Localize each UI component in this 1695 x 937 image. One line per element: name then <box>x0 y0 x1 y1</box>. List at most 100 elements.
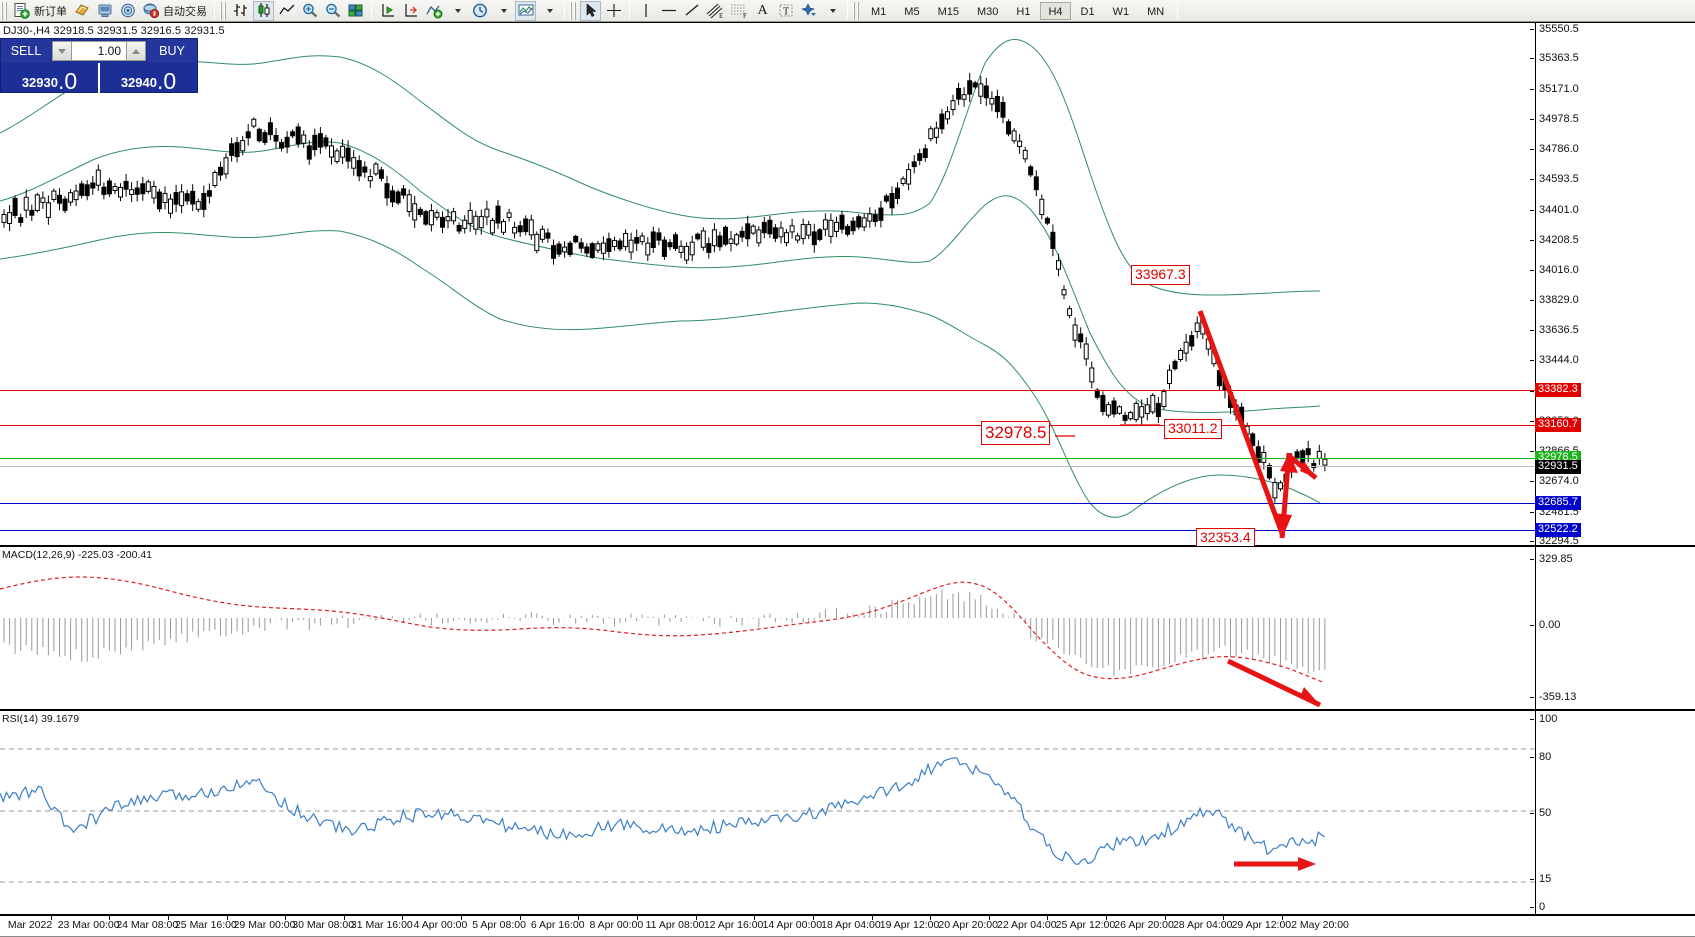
annotation-32978[interactable]: 32978.5 <box>981 421 1051 445</box>
target-line-32522[interactable] <box>0 530 1535 531</box>
drawing-toolbar-grip[interactable] <box>570 1 577 20</box>
timeframe-m15[interactable]: M15 <box>937 5 959 18</box>
text-label-tool-icon[interactable]: T <box>775 1 796 21</box>
price-badge-resistance[interactable]: 33382.3 <box>1535 383 1581 397</box>
trendline-icon[interactable] <box>681 1 702 21</box>
price-badge-resistance[interactable]: 33160.7 <box>1535 418 1581 432</box>
candlestick-chart-icon[interactable] <box>253 0 274 21</box>
auto-scroll-icon[interactable] <box>400 1 421 21</box>
timeframe-h4[interactable]: H4 <box>1040 1 1071 20</box>
shift-chart-icon[interactable] <box>377 1 398 21</box>
rsi-plot-area[interactable] <box>0 711 1695 914</box>
resistance-line-33382[interactable] <box>0 390 1535 391</box>
autotrading-icon[interactable] <box>140 1 161 21</box>
y-axis-tick: 34208.5 <box>1539 234 1579 247</box>
cursor-icon[interactable] <box>580 0 601 21</box>
templates-icon[interactable] <box>515 0 536 21</box>
price-badge-last-price[interactable]: 32931.5 <box>1535 460 1581 474</box>
zoom-in-icon[interactable] <box>299 1 320 21</box>
macd-y-axis[interactable]: 329.85 0.00 -359.13 <box>1530 547 1695 709</box>
time-axis-label: 30 Mar 08:00 <box>292 919 355 931</box>
one-click-trade-panel[interactable]: SELL 1.00 BUY 32930 .0 32940 .0 <box>0 38 198 93</box>
y-axis-tick: 50 <box>1539 807 1552 819</box>
svg-text:T: T <box>782 7 788 18</box>
indicators-dropdown-arrow[interactable] <box>446 1 467 21</box>
crosshair-icon[interactable] <box>603 1 624 21</box>
timeframe-m5[interactable]: M5 <box>904 5 920 18</box>
target-line-32685[interactable] <box>0 503 1535 504</box>
sell-button[interactable]: SELL <box>1 39 51 63</box>
zoom-out-icon[interactable] <box>322 1 343 21</box>
time-axis-tick <box>402 916 404 920</box>
toolbar-separator-5 <box>847 2 848 19</box>
fibonacci-retracement-icon[interactable]: F <box>728 1 750 21</box>
macd-axis-separator <box>1535 547 1536 709</box>
y-axis-tick: 35550.5 <box>1539 23 1579 35</box>
price-badge-target[interactable]: 32522.2 <box>1535 523 1581 537</box>
resistance-line-33160[interactable] <box>0 425 1535 426</box>
volume-stepper[interactable]: 1.00 <box>52 41 146 61</box>
price-y-axis[interactable]: 35550.5 35363.5 35171.0 34978.5 34786.0 34593… <box>1530 23 1695 547</box>
indicators-icon[interactable] <box>423 1 444 21</box>
buy-button[interactable]: BUY <box>147 39 197 63</box>
period-clock-icon[interactable] <box>469 1 490 21</box>
chevron-up-icon <box>132 48 140 54</box>
volume-input[interactable]: 1.00 <box>72 41 126 61</box>
y-axis-tick: 15 <box>1539 872 1552 885</box>
price-plot-area[interactable] <box>0 23 1695 545</box>
annotation-33967[interactable]: 33967.3 <box>1131 265 1190 285</box>
macd-plot-area[interactable] <box>0 547 1695 709</box>
timeframe-toolbar-grip[interactable] <box>853 1 860 20</box>
volume-increase-button[interactable] <box>126 41 146 61</box>
y-axis-tick-mark <box>1530 541 1534 542</box>
time-axis-tick <box>50 916 52 920</box>
timeframe-h1[interactable]: H1 <box>1016 5 1031 18</box>
vertical-line-icon[interactable] <box>635 1 656 21</box>
time-axis-tick <box>812 916 814 920</box>
line-chart-icon[interactable] <box>276 1 297 21</box>
toolbar-grip[interactable] <box>1 1 8 20</box>
y-axis-tick: 32294.5 <box>1539 535 1579 547</box>
time-axis-tick <box>519 916 521 920</box>
rsi-pane[interactable]: RSI(14) 39.1679 100 80 50 15 0 <box>0 710 1695 915</box>
timeframe-m1[interactable]: M1 <box>871 5 887 18</box>
price-chart-pane[interactable]: 33967.3 33011.2 32978.5 32353.4 35550.5 3… <box>0 22 1695 548</box>
support-line-32978[interactable] <box>0 458 1535 459</box>
expert-advisors-icon[interactable] <box>71 1 92 21</box>
timeframe-w1[interactable]: W1 <box>1112 5 1130 18</box>
horizontal-line-icon[interactable] <box>658 1 679 21</box>
volume-decrease-button[interactable] <box>52 41 72 61</box>
new-order-label[interactable]: 新订单 <box>34 5 67 18</box>
time-axis-tick <box>285 916 287 920</box>
macd-pane[interactable]: MACD(12,26,9) -225.03 -200.41 329.85 0.00… <box>0 546 1695 710</box>
bid-price[interactable]: 32930 .0 <box>1 63 98 93</box>
rsi-forecast-arrow <box>1234 857 1316 871</box>
arrows-dropdown-arrow[interactable] <box>821 1 842 21</box>
chart-toolbar-grip[interactable] <box>220 1 227 20</box>
signals-icon[interactable] <box>117 1 138 21</box>
price-badge-target[interactable]: 32685.7 <box>1535 496 1581 510</box>
new-order-icon[interactable] <box>11 1 32 21</box>
text-tool-icon[interactable]: A <box>752 1 773 21</box>
time-axis-label: 8 Apr 00:00 <box>589 919 644 931</box>
bar-chart-icon[interactable] <box>230 1 251 21</box>
annotation-32353[interactable]: 32353.4 <box>1196 528 1255 548</box>
time-axis[interactable]: Mar 2022 23 Mar 00:00 24 Mar 08:00 25 Mar 1… <box>0 915 1695 937</box>
rsi-series-svg <box>0 748 1535 883</box>
period-dropdown-arrow[interactable] <box>492 1 513 21</box>
ask-price[interactable]: 32940 .0 <box>98 63 197 93</box>
timeframe-m30[interactable]: M30 <box>976 5 999 18</box>
time-axis-label: Mar 2022 <box>7 919 53 931</box>
templates-dropdown-arrow[interactable] <box>538 1 559 21</box>
annotation-33011[interactable]: 33011.2 <box>1164 419 1222 439</box>
arrows-tool-icon[interactable] <box>798 1 819 21</box>
autotrading-label[interactable]: 自动交易 <box>163 5 207 18</box>
terminal-icon[interactable] <box>94 1 115 21</box>
last-price-line-32931[interactable] <box>0 466 1535 467</box>
timeframe-d1[interactable]: D1 <box>1080 5 1095 18</box>
rsi-y-axis[interactable]: 100 80 50 15 0 <box>1530 711 1695 914</box>
timeframe-mn[interactable]: MN <box>1147 5 1165 18</box>
tile-windows-icon[interactable] <box>345 1 366 21</box>
equidistant-channel-icon[interactable]: E <box>704 1 726 21</box>
time-axis-label: 5 Apr 08:00 <box>472 919 526 931</box>
